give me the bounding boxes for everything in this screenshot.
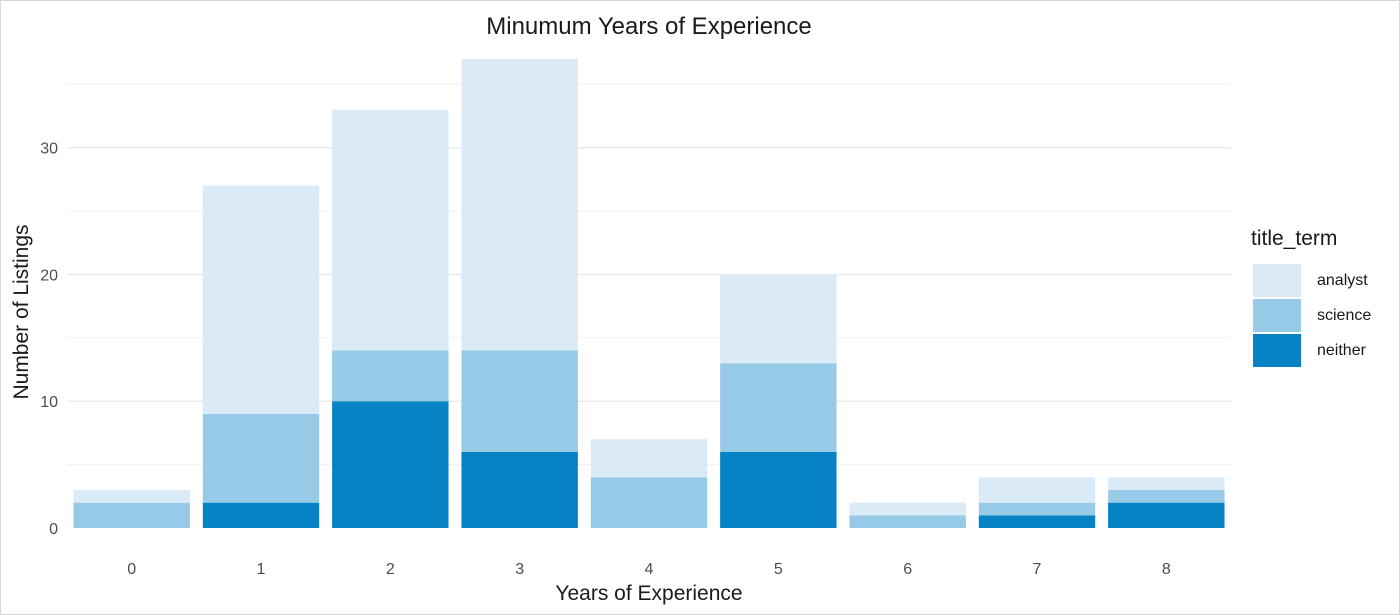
legend-title: title_term: [1251, 227, 1338, 250]
bar-segment-science-6: [849, 515, 966, 528]
bar-segment-science-4: [590, 477, 708, 528]
bar-segment-science-0: [73, 502, 190, 528]
y-tick-label: 0: [49, 521, 58, 538]
legend-label-science: science: [1317, 306, 1372, 324]
bar-segment-analyst-2: [332, 109, 449, 351]
bar-segment-neither-3: [461, 451, 578, 528]
bar-segment-analyst-0: [73, 489, 190, 503]
legend-item-analyst: analyst: [1253, 263, 1371, 298]
bar-segment-neither-8: [1108, 502, 1225, 528]
bar-segment-analyst-1: [202, 185, 320, 414]
y-axis-label: Number of Listings: [10, 224, 33, 399]
bar-segment-science-7: [978, 502, 1096, 516]
legend-swatch-neither: [1253, 334, 1301, 367]
x-tick-label: 3: [515, 561, 524, 578]
bar-segment-neither-2: [332, 401, 449, 528]
x-tick-label: 1: [257, 561, 266, 578]
legend-label-analyst: analyst: [1317, 271, 1368, 289]
legend-items: analyst science neither: [1253, 263, 1371, 368]
bar-segment-analyst-6: [849, 502, 966, 516]
legend: title_term analyst science neither: [1251, 227, 1371, 368]
x-axis-label: Years of Experience: [555, 582, 742, 605]
x-tick-labels: 0 1 2 3 4 5 6 7 8: [127, 561, 1171, 578]
legend-item-science: science: [1253, 298, 1371, 333]
y-tick-label: 30: [40, 141, 58, 158]
x-tick-label: 7: [1033, 561, 1042, 578]
y-tick-label: 10: [40, 394, 58, 411]
bars: [73, 59, 1225, 528]
bar-segment-neither-5: [720, 451, 837, 528]
x-tick-label: 8: [1162, 561, 1171, 578]
y-tick-labels: 0 10 20 30: [40, 141, 58, 538]
y-tick-label: 20: [40, 267, 58, 284]
bar-segment-science-1: [202, 413, 320, 503]
chart-title: Minumum Years of Experience: [486, 13, 812, 40]
bar-segment-science-2: [332, 350, 449, 402]
legend-swatch-science: [1253, 299, 1301, 332]
legend-label-neither: neither: [1317, 341, 1366, 359]
bar-segment-analyst-5: [720, 274, 837, 364]
bar-segment-science-3: [461, 350, 578, 452]
bar-segment-science-5: [720, 363, 837, 452]
legend-swatch-analyst: [1253, 264, 1301, 297]
bar-segment-analyst-8: [1108, 477, 1225, 490]
x-tick-label: 2: [386, 561, 395, 578]
bar-segment-analyst-7: [978, 477, 1096, 503]
x-tick-label: 4: [645, 561, 654, 578]
x-tick-label: 5: [774, 561, 783, 578]
bar-segment-science-8: [1108, 489, 1225, 503]
bar-segment-analyst-4: [590, 439, 708, 478]
bar-segment-neither-1: [202, 502, 320, 528]
x-tick-label: 0: [127, 561, 136, 578]
legend-item-neither: neither: [1253, 333, 1371, 368]
bar-segment-analyst-3: [461, 59, 578, 351]
x-tick-label: 6: [903, 561, 912, 578]
bar-segment-neither-7: [978, 515, 1096, 528]
